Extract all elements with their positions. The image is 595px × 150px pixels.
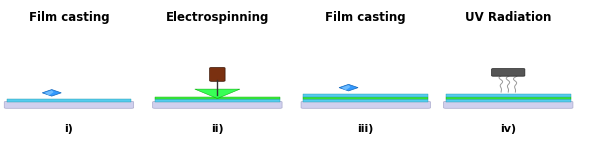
FancyBboxPatch shape [4, 101, 134, 108]
Text: Electrospinning: Electrospinning [165, 11, 269, 24]
Text: Film casting: Film casting [29, 11, 109, 24]
Bar [303, 97, 428, 99]
Text: iv): iv) [500, 124, 516, 134]
Text: Film casting: Film casting [325, 11, 406, 24]
FancyBboxPatch shape [443, 101, 573, 108]
Text: UV Radiation: UV Radiation [465, 11, 552, 24]
Bar [446, 94, 571, 97]
Bar [7, 99, 131, 102]
Text: iii): iii) [358, 124, 374, 134]
FancyBboxPatch shape [301, 101, 430, 108]
Text: i): i) [64, 124, 73, 134]
Bar [446, 97, 571, 99]
FancyBboxPatch shape [491, 69, 525, 76]
Text: ii): ii) [211, 124, 224, 134]
Polygon shape [42, 90, 61, 96]
Bar [303, 99, 428, 102]
Bar [155, 97, 280, 99]
Bar [155, 99, 280, 102]
FancyBboxPatch shape [153, 101, 282, 108]
Polygon shape [342, 85, 350, 90]
FancyBboxPatch shape [209, 68, 225, 81]
Polygon shape [45, 90, 54, 96]
Bar [446, 99, 571, 102]
Bar [303, 94, 428, 97]
Polygon shape [339, 84, 358, 91]
Polygon shape [195, 89, 240, 99]
